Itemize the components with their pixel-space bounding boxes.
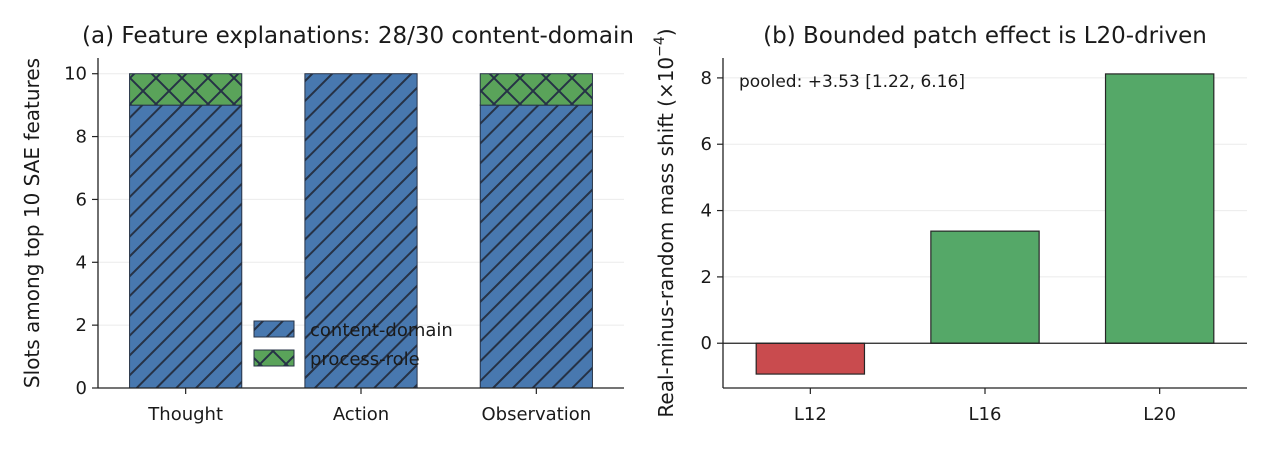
- bar-l20: [1104, 73, 1215, 344]
- legend-swatch-content-domain: [253, 320, 295, 338]
- legend-label-process-role: process-role: [310, 349, 420, 370]
- bar-process-role-thought: [129, 73, 243, 106]
- panel-b-y-tick-label: 0: [701, 333, 712, 354]
- panel-b-y-label-exp: −4: [652, 36, 668, 57]
- panel-a-legend: content-domain process-role: [253, 320, 453, 370]
- panel-a: 0 2 4 6 8 10 Thought Action Observation (a) Fea…: [20, 23, 634, 425]
- panel-b-y-label-close: ): [654, 28, 678, 36]
- bar-content-domain-action: [304, 73, 418, 389]
- panel-a-y-tick-label: 6: [76, 189, 87, 210]
- bar-process-role-observation: [479, 73, 593, 106]
- bar-content-domain-thought: [129, 104, 243, 389]
- panel-b-y-label: Real-minus-random mass shift (×10−4): [652, 28, 678, 417]
- panel-b-y-tick-label: 8: [701, 68, 712, 89]
- legend-swatch-process-role: [253, 349, 295, 367]
- panel-a-x-tick-label: Thought: [147, 404, 223, 425]
- panel-a-x-tick-label: Observation: [482, 404, 592, 425]
- panel-b-x-ticks: L12 L16 L20: [794, 388, 1176, 425]
- panel-b-y-label-text: Real-minus-random mass shift: [654, 113, 678, 418]
- panel-b-y-tick-label: 6: [701, 134, 712, 155]
- panel-a-y-tick-label: 2: [76, 315, 87, 336]
- panel-b-x-tick-label: L12: [794, 404, 827, 425]
- panel-a-title: (a) Feature explanations: 28/30 content-…: [82, 23, 634, 49]
- panel-a-y-tick-label: 10: [64, 64, 87, 85]
- panel-b-title: (b) Bounded patch effect is L20-driven: [763, 23, 1207, 49]
- panel-a-y-ticks: 0 2 4 6 8 10: [64, 64, 98, 399]
- panel-a-y-tick-label: 8: [76, 127, 87, 148]
- bar-l16: [930, 230, 1040, 344]
- panel-b-x-tick-label: L16: [969, 404, 1002, 425]
- panel-b: 0 2 4 6 8 L12 L16 L20 (b) Bounded patch effect…: [652, 23, 1247, 425]
- panel-a-y-label: Slots among top 10 SAE features: [20, 58, 44, 388]
- panel-a-bars: [129, 73, 593, 389]
- panel-b-y-label-unit: (×10: [654, 57, 678, 107]
- legend-label-content-domain: content-domain: [310, 320, 453, 341]
- bar-content-domain-observation: [479, 104, 593, 389]
- panel-b-pooled-annotation: pooled: +3.53 [1.22, 6.16]: [739, 72, 965, 92]
- bar-l12: [755, 342, 866, 375]
- panel-a-x-ticks: Thought Action Observation: [147, 388, 591, 425]
- panel-b-bars: [755, 73, 1215, 375]
- panel-b-y-ticks: 0 2 4 6 8: [701, 68, 723, 354]
- panel-b-y-tick-label: 4: [701, 201, 712, 222]
- panel-a-x-tick-label: Action: [333, 404, 389, 425]
- panel-b-x-tick-label: L20: [1143, 404, 1176, 425]
- panel-a-y-tick-label: 0: [76, 378, 87, 399]
- panel-a-y-tick-label: 4: [76, 252, 87, 273]
- panel-b-y-tick-label: 2: [701, 267, 712, 288]
